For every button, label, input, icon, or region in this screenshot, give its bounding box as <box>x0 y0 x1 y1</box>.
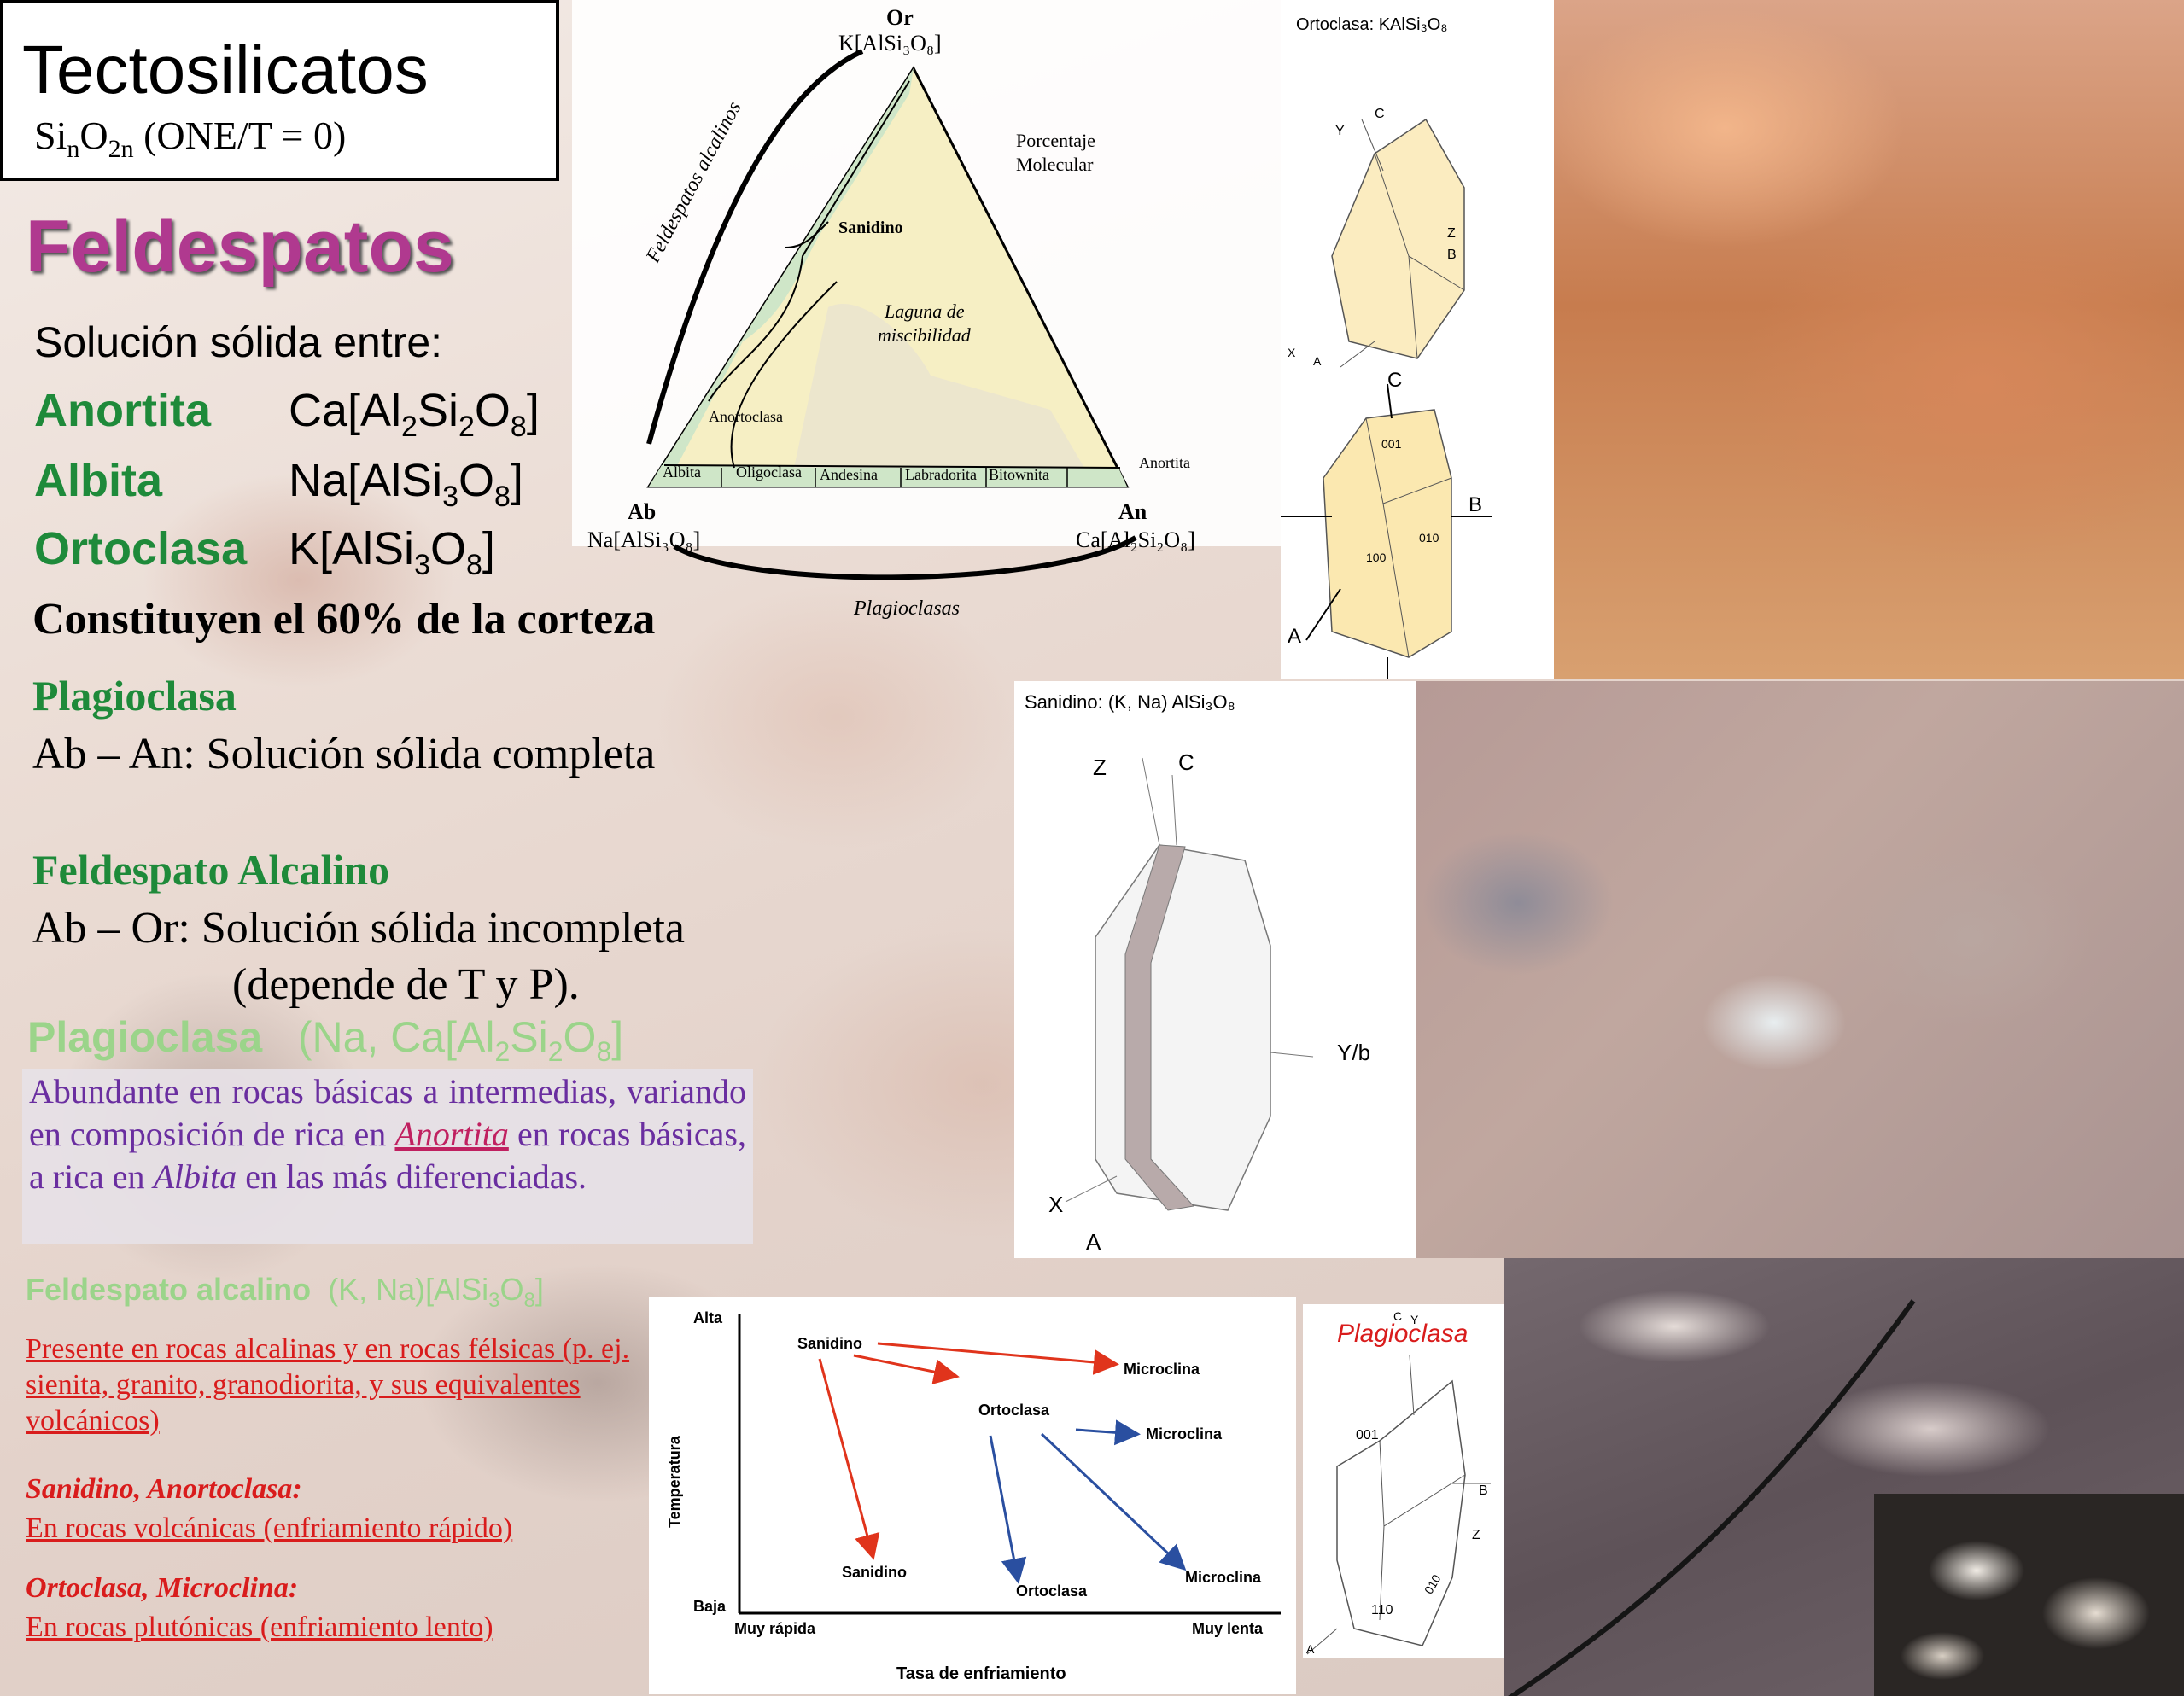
sanidino-text: En rocas volcánicas (enfriamiento rápido… <box>26 1512 513 1544</box>
alkali-line2: (depende de T y P). <box>232 960 580 1009</box>
ortho2-c-label: C <box>1387 369 1403 392</box>
y-low-label: Baja <box>693 1598 727 1615</box>
plagioclase-heading: Plagioclasa <box>32 672 237 720</box>
node-sanidino-top: Sanidino <box>797 1335 862 1352</box>
plag-b-label: B <box>1479 1483 1488 1498</box>
node-ortoclasa-mid: Ortoclasa <box>978 1402 1050 1419</box>
sanidine-z-label: Z <box>1093 755 1107 780</box>
plag-y-label: Y <box>1410 1313 1419 1326</box>
plagioclase-crystal-photo <box>1874 1494 2184 1696</box>
node-microclina-mid: Microclina <box>1146 1425 1223 1442</box>
arrow-ortoclasa-ortoclasa <box>989 1435 1027 1584</box>
endmember-ortoclasa: Ortoclasa <box>34 523 248 574</box>
plagioclase-crystal-panel: Plagioclasa C Y 001 B Z 010 110 A <box>1303 1304 1504 1658</box>
laguna-label-1: Laguna de <box>885 300 965 322</box>
x-fast-label: Muy rápida <box>734 1620 816 1637</box>
endmember-anortita: Anortita <box>34 385 211 436</box>
or-vertex-label: Or <box>886 5 914 30</box>
ortho-a-label: A <box>1313 354 1322 368</box>
anortita-label: Anortita <box>1139 454 1190 471</box>
anortoclasa-label: Anortoclasa <box>709 408 783 425</box>
sanidino-heading: Sanidino, Anortoclasa: <box>26 1473 302 1505</box>
laguna-label-2: miscibilidad <box>878 324 971 346</box>
ortoclasa-text: En rocas plutónicas (enfriamiento lento) <box>26 1611 493 1643</box>
section-title: Feldespatos <box>26 206 454 288</box>
plag-c-label: C <box>1393 1309 1403 1323</box>
andesina-label: Andesina <box>820 466 878 483</box>
alkali-formula-heading: Feldespato alcalino (K, Na)[AlSi3O8] <box>26 1272 544 1313</box>
node-ortoclasa-bot: Ortoclasa <box>1016 1582 1088 1600</box>
orthoclase-photo <box>1554 0 2184 679</box>
y-high-label: Alta <box>693 1309 723 1326</box>
endmember-albita: Albita <box>34 455 163 506</box>
arrow-sanidino-ortoclasa <box>853 1354 960 1384</box>
plag-a-label: A <box>1306 1642 1315 1656</box>
cooling-rate-chart: Alta Baja Temperatura Muy rápida Muy len… <box>649 1297 1296 1694</box>
orthoclase-title: Ortoclasa: KAlSi₃O₈ <box>1296 15 1448 34</box>
percent-label: Porcentaje <box>1016 130 1095 151</box>
ortho2-100-label: 100 <box>1366 551 1387 564</box>
node-microclina-bot: Microclina <box>1185 1569 1262 1586</box>
ab-vertex-label: Ab <box>628 499 657 524</box>
or-vertex-formula: K[AlSi₃O₈] <box>838 31 942 55</box>
plag-110-label: 110 <box>1371 1603 1393 1617</box>
oligoclasa-label: Oligoclasa <box>736 463 802 481</box>
ortho2-a-label: A <box>1288 625 1302 648</box>
page-title: Tectosilicatos <box>22 32 429 108</box>
node-microclina-top: Microclina <box>1124 1361 1200 1378</box>
ortho-b-label: B <box>1447 248 1457 262</box>
formula-ortoclasa: K[AlSi3O8] <box>289 523 495 581</box>
an-vertex-label: An <box>1118 499 1147 524</box>
arrow-sanidino-microclina <box>877 1342 1119 1375</box>
x-slow-label: Muy lenta <box>1192 1620 1264 1637</box>
cooling-chart-svg <box>738 1314 1281 1615</box>
x-axis-label: Tasa de enfriamiento <box>896 1664 1066 1683</box>
plag-z-label: Z <box>1472 1528 1480 1542</box>
ortoclasa-heading: Ortoclasa, Microclina: <box>26 1572 299 1604</box>
sanidine-c-label: C <box>1178 749 1194 775</box>
plagioclase-line: Ab – An: Solución sólida completa <box>32 730 656 778</box>
sanidine-a-label: A <box>1086 1229 1101 1255</box>
ternary-diagram: Or K[AlSi₃O₈] Ab Na[AlSi₃O₈] An Ca[Al₂Si… <box>572 0 1281 649</box>
alkali-presence-text: Presente en rocas alcalinas y en rocas f… <box>26 1333 630 1437</box>
bitownita-label: Bitownita <box>989 466 1049 483</box>
sanidine-x-label: X <box>1048 1192 1064 1217</box>
sanidine-yb-label: Y/b <box>1337 1040 1371 1065</box>
arrow-sanidino-sanidino <box>818 1358 880 1560</box>
plag-crystal-title: Plagioclasa <box>1337 1320 1469 1348</box>
plagioclasas-label: Plagioclasas <box>854 597 960 620</box>
porphyry-photo <box>1416 681 2184 1258</box>
plagioclase-formula-heading: Plagioclasa (Na, Ca[Al2Si2O8] <box>27 1013 624 1067</box>
formula-anortita: Ca[Al2Si2O8] <box>289 385 540 443</box>
alkali-line1: Ab – Or: Solución sólida incompleta <box>32 904 686 953</box>
plagioclase-description: Abundante en rocas básicas a intermedias… <box>22 1069 753 1244</box>
ortho-y-label: Y <box>1335 124 1345 138</box>
ortho-c-label: C <box>1375 107 1385 121</box>
ortho2-b-label: B <box>1469 493 1483 516</box>
arrow-ortoclasa-microclina-low <box>1040 1432 1187 1571</box>
an-vertex-formula: Ca[Al₂Si₂O₈] <box>1076 527 1195 552</box>
ortho2-001-label: 001 <box>1381 437 1402 451</box>
molecular-label: Molecular <box>1016 154 1094 175</box>
sanidine-title: Sanidino: (K, Na) AlSi₃O₈ <box>1025 691 1235 713</box>
formula-albita: Na[AlSi3O8] <box>289 455 523 513</box>
crust-statement: Constituyen el 60% de la corteza <box>32 595 656 644</box>
labradorita-label: Labradorita <box>905 466 977 483</box>
ortho2-010-label: 010 <box>1419 531 1439 545</box>
albita-label: Albita <box>663 463 701 481</box>
ortho-z-label: Z <box>1447 226 1456 241</box>
alkali-heading: Feldespato Alcalino <box>32 846 390 894</box>
y-axis-label: Temperatura <box>666 1436 683 1528</box>
orthoclase-crystal-panel: Ortoclasa: KAlSi₃O₈ Y C Z B X A C B A 00… <box>1281 0 1554 679</box>
title-formula: SinO2n (ONE/T = 0) <box>34 114 347 164</box>
ortho-x-label: X <box>1288 346 1296 359</box>
sanidino-region-label: Sanidino <box>838 219 903 237</box>
solution-intro: Solución sólida entre: <box>34 318 443 366</box>
sanidine-crystal-panel: Sanidino: (K, Na) AlSi₃O₈ Z C Y/b X A <box>1014 681 1416 1258</box>
node-sanidino-bot: Sanidino <box>842 1564 907 1581</box>
title-box: Tectosilicatos SinO2n (ONE/T = 0) <box>0 0 559 181</box>
arrow-ortoclasa-microclina <box>1075 1419 1141 1446</box>
plag-001-label: 001 <box>1356 1428 1379 1442</box>
ab-vertex-formula: Na[AlSi₃O₈] <box>587 527 701 552</box>
